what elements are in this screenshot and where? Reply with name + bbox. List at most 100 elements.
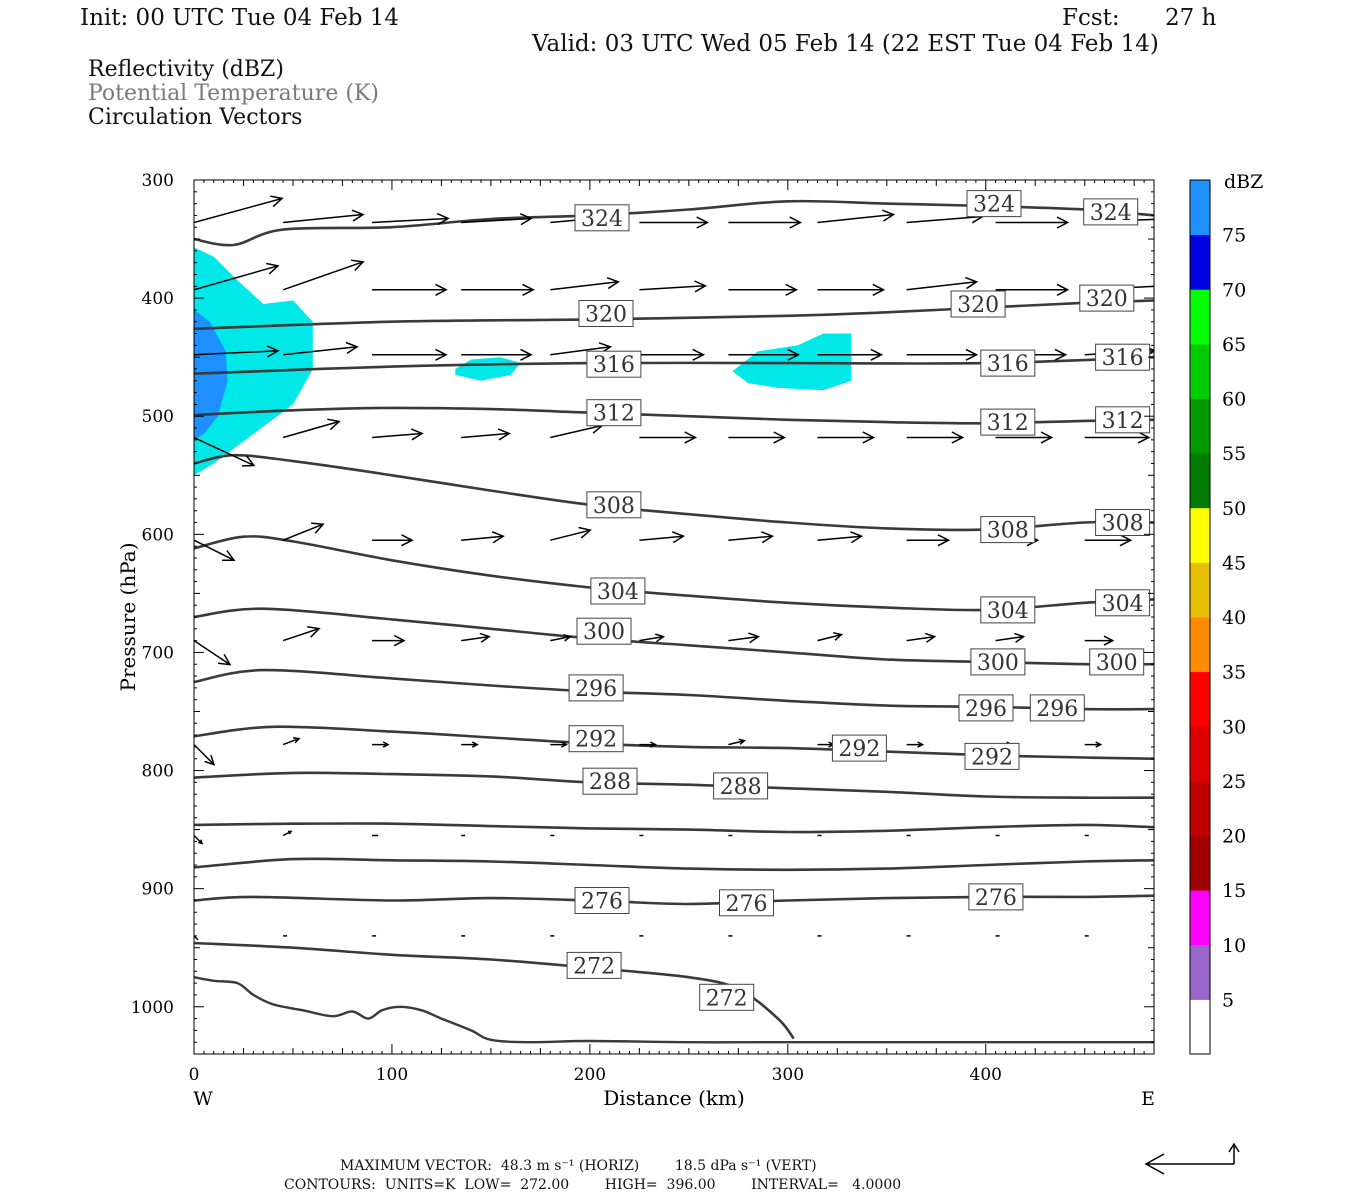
axis-ticks	[193, 179, 1155, 1055]
circulation-vector	[194, 744, 216, 766]
vector-head	[1040, 431, 1054, 444]
x-tick-label: 300	[772, 1065, 804, 1085]
vector-shaft	[639, 285, 706, 291]
contour-label-box	[980, 516, 1036, 544]
contour-label: 296	[965, 697, 1007, 722]
circulation-vectors	[194, 195, 1173, 941]
circulation-vector	[461, 741, 479, 748]
circulation-vector	[906, 534, 951, 547]
circulation-vector	[1084, 534, 1133, 547]
contour-label: 296	[575, 677, 617, 702]
vector-shaft	[461, 535, 504, 541]
circulation-vector	[194, 639, 232, 666]
colorbar-swatch	[1190, 453, 1210, 509]
y-axis-title: Pressure (hPa)	[116, 543, 140, 692]
vector-head	[266, 262, 280, 275]
colorbar-swatch	[1190, 180, 1210, 236]
vector-head	[1056, 216, 1070, 229]
circulation-vector	[728, 348, 801, 361]
reference-vector-arrow	[1144, 1142, 1240, 1175]
vector-shaft	[194, 350, 279, 356]
circulation-vector	[282, 259, 365, 291]
contour-label: 320	[957, 293, 999, 318]
reflectivity-shading	[194, 247, 852, 476]
vector-head	[351, 209, 365, 222]
contour-label: 308	[987, 519, 1029, 544]
contour-label: 272	[706, 986, 748, 1011]
circulation-vector	[639, 280, 708, 293]
vector-head	[327, 418, 341, 431]
vector-head	[789, 216, 803, 229]
vector-head	[1162, 214, 1173, 225]
circulation-vector	[639, 431, 698, 444]
vector-head	[738, 738, 747, 745]
y-tick-label: 700	[142, 643, 174, 663]
vector-head	[491, 531, 505, 544]
vector-head	[785, 283, 799, 296]
contour-label: 272	[573, 954, 615, 979]
vector-shaft	[639, 635, 664, 642]
vector-head	[401, 534, 414, 547]
circulation-vector	[372, 428, 424, 441]
vector-shaft	[194, 436, 255, 467]
contour-label-box	[576, 617, 632, 645]
vector-shaft	[194, 744, 215, 766]
init-time: Init: 00 UTC Tue 04 Feb 14	[80, 5, 400, 31]
contour-label: 320	[1086, 287, 1128, 312]
contour-label: 304	[1102, 592, 1144, 617]
vector-head	[497, 428, 511, 441]
circulation-vector	[282, 522, 325, 541]
contour-label-box	[568, 725, 624, 753]
contour-label: 276	[581, 890, 623, 915]
vector-head	[1103, 635, 1115, 646]
vector-head	[436, 212, 450, 226]
x-tick-label: 400	[970, 1065, 1002, 1085]
circulation-vector	[1084, 431, 1151, 444]
contour-label-box	[958, 694, 1014, 722]
contour-label-box	[970, 648, 1026, 676]
vector-shaft	[282, 627, 320, 642]
contour-label: 288	[589, 770, 631, 795]
colorbar-label: 20	[1222, 826, 1246, 848]
circulation-vector	[817, 283, 886, 296]
circulation-vector	[906, 431, 965, 444]
vector-head	[937, 534, 951, 547]
circulation-vector	[995, 632, 1026, 643]
vector-head	[1056, 283, 1070, 296]
colorbar-label: 65	[1222, 334, 1246, 356]
vector-head	[924, 632, 937, 643]
circulation-vector	[194, 539, 236, 562]
colorbar-label: 60	[1222, 389, 1246, 411]
x-end-label-east: E	[1141, 1088, 1155, 1110]
vector-head	[578, 526, 592, 539]
contour-label-box	[699, 983, 755, 1011]
contour-label-box	[719, 889, 774, 917]
circulation-vector	[194, 345, 280, 358]
vector-head	[965, 348, 979, 361]
circulation-vector	[906, 276, 979, 291]
vector-head	[965, 276, 979, 290]
axis-labels: 0 100 200 300 400 300 400 500 600 700 800 900 1000 W E…	[116, 171, 1155, 1110]
colorbar-swatch	[1190, 234, 1210, 290]
vector-head	[519, 213, 533, 226]
y-tick-label: 800	[142, 762, 174, 782]
forecast-hours: 27 h	[1165, 5, 1217, 31]
circulation-vector	[461, 632, 491, 643]
contour-label-box	[574, 204, 630, 232]
vector-head	[684, 431, 698, 444]
contour-label: 304	[987, 599, 1029, 624]
vector-head	[882, 209, 896, 222]
contour-label: 320	[585, 303, 627, 328]
vector-head	[850, 531, 864, 544]
vector-head	[1119, 534, 1133, 547]
vector-shaft	[995, 635, 1024, 642]
colorbar-label: 70	[1222, 279, 1246, 301]
vector-head	[221, 550, 236, 562]
circulation-vector	[995, 216, 1070, 229]
colorbar-swatch	[1190, 726, 1210, 782]
circulation-vector	[639, 633, 666, 643]
vector-head	[479, 632, 491, 643]
legend-potential-temperature: Potential Temperature (K)	[88, 81, 379, 106]
contour-label: 312	[987, 411, 1029, 436]
vector-head	[862, 431, 876, 444]
